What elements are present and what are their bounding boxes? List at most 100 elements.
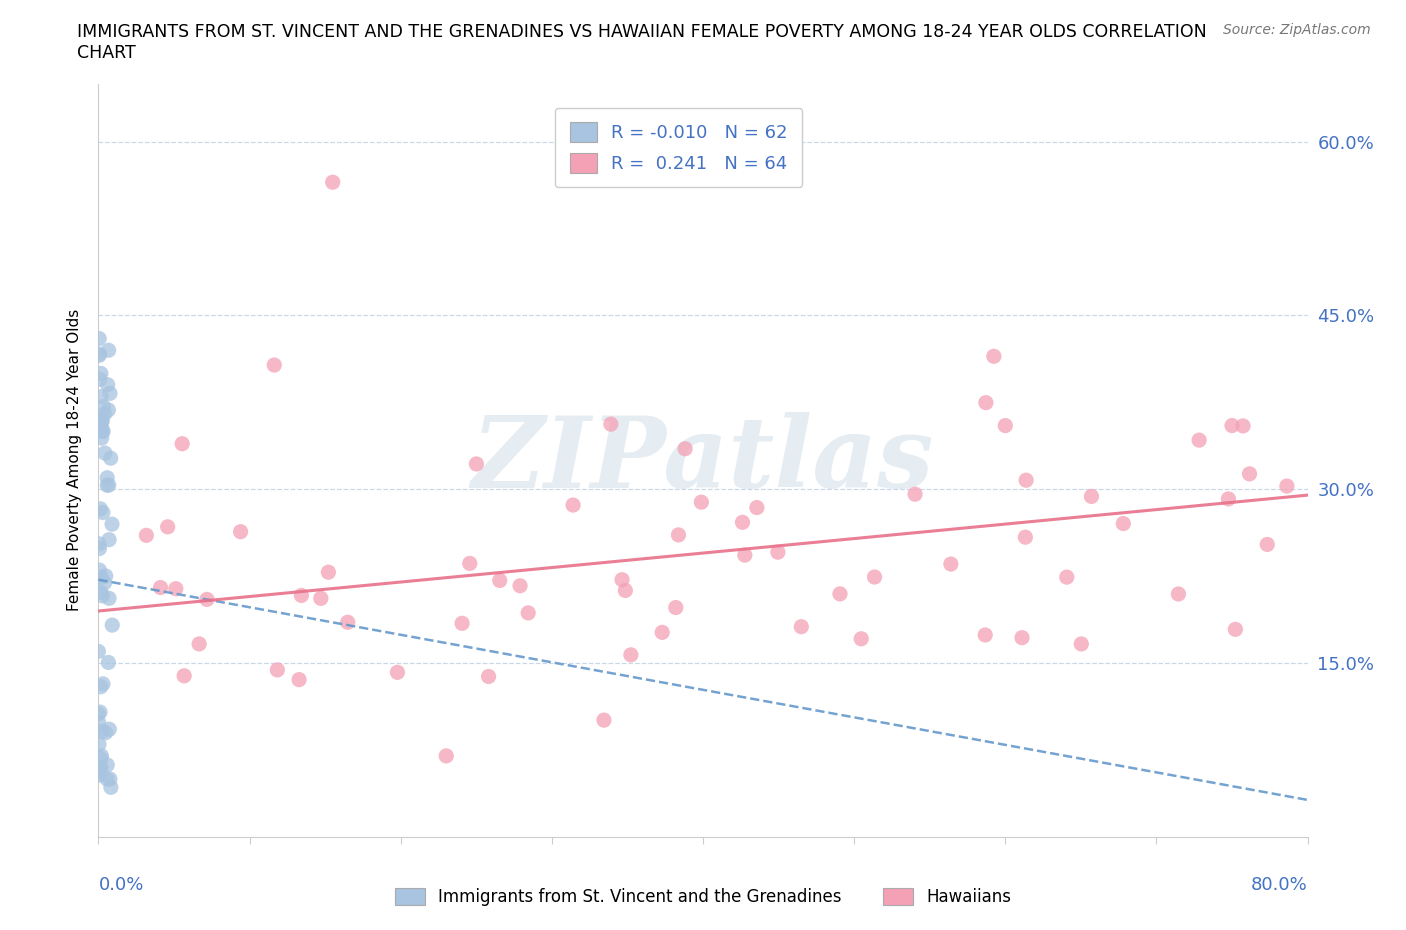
Point <box>90 585 112 600</box>
Point <box>673 442 696 457</box>
Point <box>87 715 110 730</box>
Point <box>904 486 927 501</box>
Point <box>89 331 111 346</box>
Point <box>98 722 121 737</box>
Point <box>96 772 118 787</box>
Point <box>620 647 643 662</box>
Text: IMMIGRANTS FROM ST. VINCENT AND THE GRENADINES VS HAWAIIAN FEMALE POVERTY AMONG : IMMIGRANTS FROM ST. VINCENT AND THE GREN… <box>77 23 1208 41</box>
Point <box>97 378 120 392</box>
Point <box>863 569 886 584</box>
Point <box>1014 530 1036 545</box>
Point <box>156 519 179 534</box>
Point <box>89 767 111 782</box>
Point <box>290 588 312 603</box>
Point <box>149 580 172 595</box>
Point <box>266 662 288 677</box>
Point <box>1080 489 1102 504</box>
Point <box>1070 636 1092 651</box>
Point <box>87 412 110 427</box>
Point <box>509 578 531 593</box>
Point <box>89 501 111 516</box>
Point <box>89 705 111 720</box>
Point <box>195 592 218 607</box>
Point <box>90 366 112 381</box>
Point <box>97 655 120 670</box>
Point <box>1239 467 1261 482</box>
Point <box>517 605 540 620</box>
Point <box>734 548 756 563</box>
Point <box>488 573 510 588</box>
Point <box>766 545 789 560</box>
Point <box>89 760 111 775</box>
Point <box>98 532 121 547</box>
Point <box>668 527 690 542</box>
Point <box>851 631 873 646</box>
Point <box>974 628 997 643</box>
Point <box>91 424 114 439</box>
Point <box>91 424 114 439</box>
Point <box>94 725 117 740</box>
Text: 0.0%: 0.0% <box>98 876 143 894</box>
Point <box>90 412 112 427</box>
Point <box>89 764 111 779</box>
Point <box>87 737 110 751</box>
Point <box>90 749 112 764</box>
Point <box>87 537 110 551</box>
Point <box>172 436 194 451</box>
Point <box>731 515 754 530</box>
Point <box>1220 418 1243 433</box>
Point <box>96 478 118 493</box>
Point <box>1225 622 1247 637</box>
Point <box>89 348 111 363</box>
Point <box>89 563 111 578</box>
Point <box>89 347 111 362</box>
Point <box>263 358 285 373</box>
Point <box>465 457 488 472</box>
Point <box>562 498 585 512</box>
Point <box>1167 587 1189 602</box>
Point <box>90 389 112 404</box>
Point <box>651 625 673 640</box>
Point <box>974 395 997 410</box>
Point <box>1232 418 1254 433</box>
Point <box>1056 570 1078 585</box>
Point <box>1011 631 1033 645</box>
Point <box>94 568 117 583</box>
Point <box>89 414 111 429</box>
Point <box>983 349 1005 364</box>
Point <box>98 772 121 787</box>
Point <box>593 712 616 727</box>
Point <box>477 669 499 684</box>
Point <box>1275 479 1298 494</box>
Point <box>458 556 481 571</box>
Y-axis label: Female Poverty Among 18-24 Year Olds: Female Poverty Among 18-24 Year Olds <box>67 309 83 612</box>
Point <box>91 676 114 691</box>
Legend: R = -0.010   N = 62, R =  0.241   N = 64: R = -0.010 N = 62, R = 0.241 N = 64 <box>555 108 803 187</box>
Point <box>790 619 813 634</box>
Point <box>97 478 120 493</box>
Point <box>98 386 121 401</box>
Text: CHART: CHART <box>77 44 136 61</box>
Point <box>434 749 457 764</box>
Point <box>90 760 112 775</box>
Point <box>87 644 110 658</box>
Point <box>828 587 851 602</box>
Point <box>97 343 120 358</box>
Point <box>1256 537 1278 551</box>
Point <box>89 372 111 387</box>
Point <box>451 616 474 631</box>
Point <box>87 707 110 722</box>
Point <box>599 417 621 432</box>
Point <box>100 780 122 795</box>
Point <box>93 576 115 591</box>
Point <box>90 414 112 429</box>
Point <box>614 583 637 598</box>
Point <box>173 669 195 684</box>
Point <box>318 565 340 579</box>
Point <box>135 528 157 543</box>
Point <box>96 757 118 772</box>
Point <box>90 724 112 738</box>
Point <box>100 451 122 466</box>
Text: ZIPatlas: ZIPatlas <box>472 412 934 509</box>
Point <box>89 541 111 556</box>
